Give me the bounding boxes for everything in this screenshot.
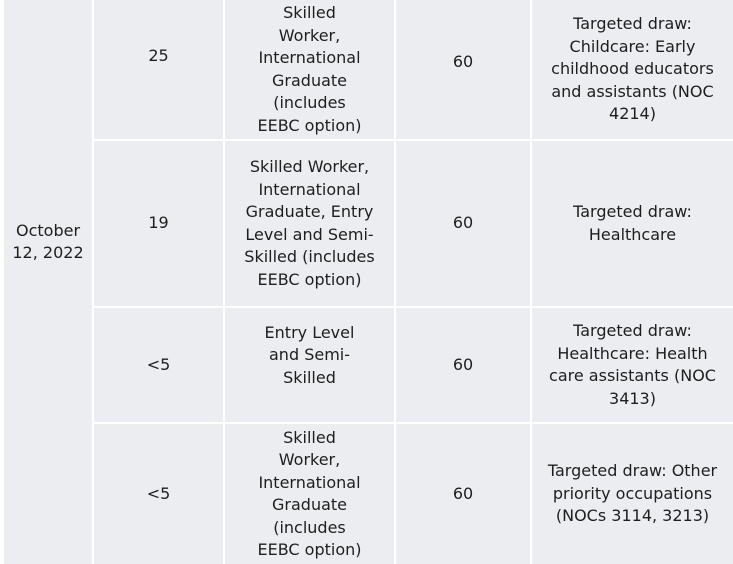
row-divider: [93, 306, 733, 308]
category-cell: Entry Level and Semi-Skilled: [264, 322, 355, 387]
notes-cell: Targeted draw: Healthcare: Health care a…: [549, 321, 716, 408]
category-cell: Skilled Worker, International Graduate (…: [257, 427, 362, 560]
column-divider: [394, 0, 396, 564]
min-score-cell: 60: [452, 213, 474, 233]
min-score-cell: 60: [452, 483, 474, 503]
invitations-cell: 19: [148, 213, 169, 233]
column-divider: [530, 0, 532, 564]
draw-results-table: [4, 0, 733, 564]
min-score-cell: 60: [452, 354, 474, 374]
row-divider: [93, 422, 733, 424]
invitations-cell: <5: [146, 354, 171, 374]
row-divider: [93, 139, 733, 141]
column-divider: [92, 0, 94, 564]
invitations-cell: 25: [148, 45, 169, 65]
min-score-cell: 60: [452, 51, 474, 71]
category-cell: Skilled Worker, International Graduate, …: [244, 157, 375, 289]
notes-cell: Targeted draw: Other priority occupation…: [547, 461, 718, 526]
page-margin: [0, 516, 4, 564]
column-divider: [223, 0, 225, 564]
category-cell: Skilled Worker, International Graduate (…: [257, 3, 362, 135]
notes-cell: Targeted draw: Childcare: Early childhoo…: [551, 14, 714, 124]
notes-cell: Targeted draw: Healthcare: [573, 202, 692, 244]
invitations-cell: <5: [146, 483, 171, 503]
draw-date-cell: October 12, 2022: [12, 220, 84, 263]
